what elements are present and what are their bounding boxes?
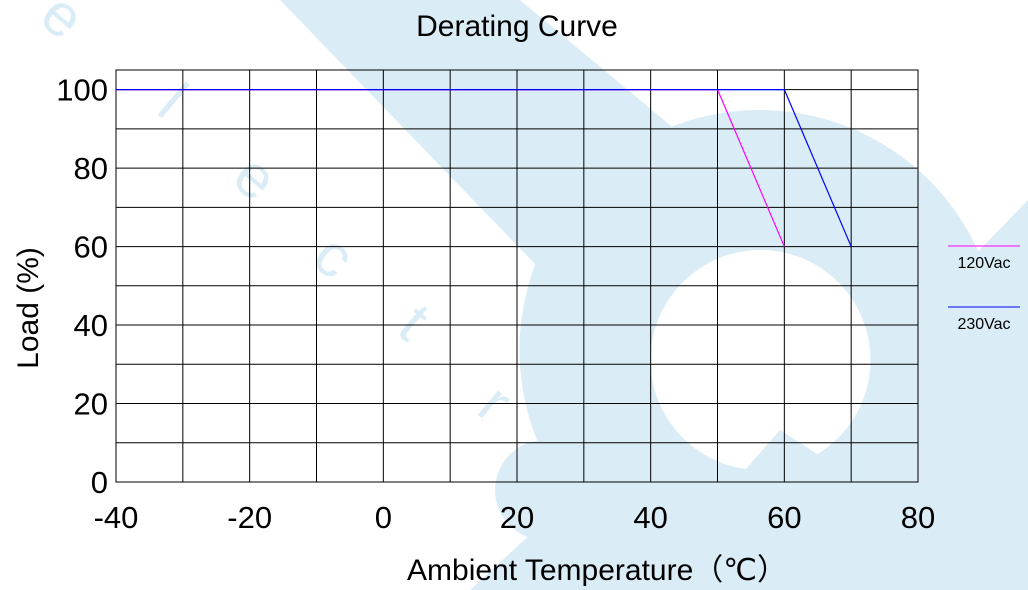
grid (115, 69, 919, 483)
legend: 120Vac 230Vac (948, 245, 1020, 333)
y-tick-label: 20 (74, 387, 108, 422)
series-line (116, 89, 852, 247)
x-tick-label: 20 (500, 500, 534, 535)
y-tick-label: 40 (74, 308, 108, 343)
series-group (116, 89, 852, 247)
y-tick-label: 80 (74, 151, 108, 186)
x-tick-labels: -40 -20 0 20 40 60 80 (94, 500, 936, 535)
y-tick-label: 100 (56, 73, 108, 108)
x-tick-label: 40 (633, 500, 667, 535)
y-tick-labels: 0 20 40 60 80 100 (56, 73, 108, 500)
legend-label: 120Vac (957, 255, 1010, 272)
x-tick-label: -40 (94, 500, 139, 535)
y-axis-label: Load (%) (12, 247, 45, 369)
legend-label: 230Vac (957, 316, 1010, 333)
y-tick-label: 0 (91, 465, 108, 500)
x-tick-label: 80 (901, 500, 935, 535)
x-axis-label: Ambient Temperature（℃） (407, 554, 787, 587)
watermark-shape-circle (495, 440, 595, 540)
watermark-shape-ring (519, 110, 1000, 590)
x-tick-label: 60 (767, 500, 801, 535)
x-tick-label: 0 (375, 500, 392, 535)
watermark-shape-stripe (470, 470, 700, 590)
x-tick-label: -20 (227, 500, 272, 535)
watermark-shape-corner (900, 200, 1028, 590)
chart-title: Derating Curve (416, 10, 618, 43)
y-tick-label: 60 (74, 230, 108, 265)
